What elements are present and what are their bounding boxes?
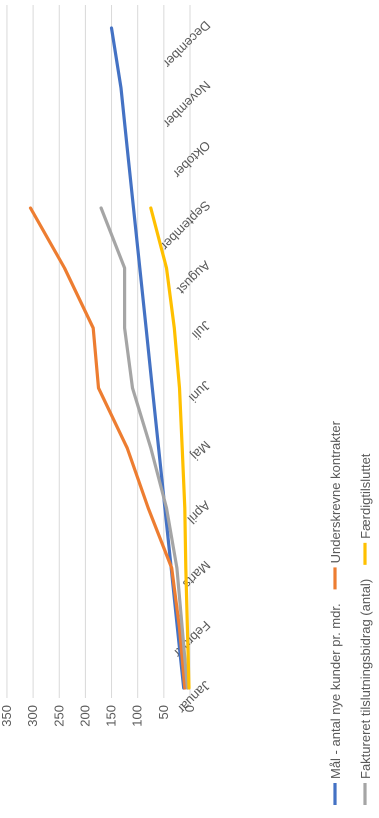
legend-label: Mål - antal nye kunder pr. mdr. [328, 603, 343, 779]
y-tick-label: 350 [0, 705, 14, 727]
y-tick-label: 300 [25, 705, 40, 727]
x-tick-label: December [160, 18, 213, 71]
y-tick-label: 250 [51, 705, 66, 727]
y-axis-ticks: 0 50 100 150 200 250 300 350 [0, 705, 197, 727]
series-line-2 [28, 206, 187, 690]
y-tick-label: 0 [182, 705, 197, 712]
legend-label: Underskrevne kontrakter [328, 420, 343, 563]
y-tick-label: 50 [156, 705, 171, 719]
gridlines [6, 5, 191, 698]
legend: Mål - antal nye kunder pr. mdr. Underskre… [328, 420, 373, 805]
series-line-4 [149, 206, 191, 690]
x-tick-label: September [157, 198, 213, 254]
x-tick-label: Juli [189, 318, 213, 342]
series-lines [28, 26, 191, 690]
legend-column: Mål - antal nye kunder pr. mdr. Underskre… [328, 420, 343, 805]
y-tick-label: 200 [77, 705, 92, 727]
x-tick-label: November [160, 78, 213, 131]
x-tick-label: August [174, 258, 213, 297]
y-tick-label: 150 [104, 705, 119, 727]
x-tick-label: Oktober [170, 138, 214, 182]
x-tick-label: April [184, 498, 213, 527]
legend-label: Faktureret tilslutningsbidrag (antal) [358, 579, 373, 779]
legend-label: Færdigtilsluttet [358, 453, 373, 539]
x-tick-label: Maj [188, 438, 213, 463]
y-tick-label: 100 [130, 705, 145, 727]
series-line-3 [99, 206, 189, 690]
legend-column: Faktureret tilslutningsbidrag (antal) Fær… [358, 453, 373, 805]
